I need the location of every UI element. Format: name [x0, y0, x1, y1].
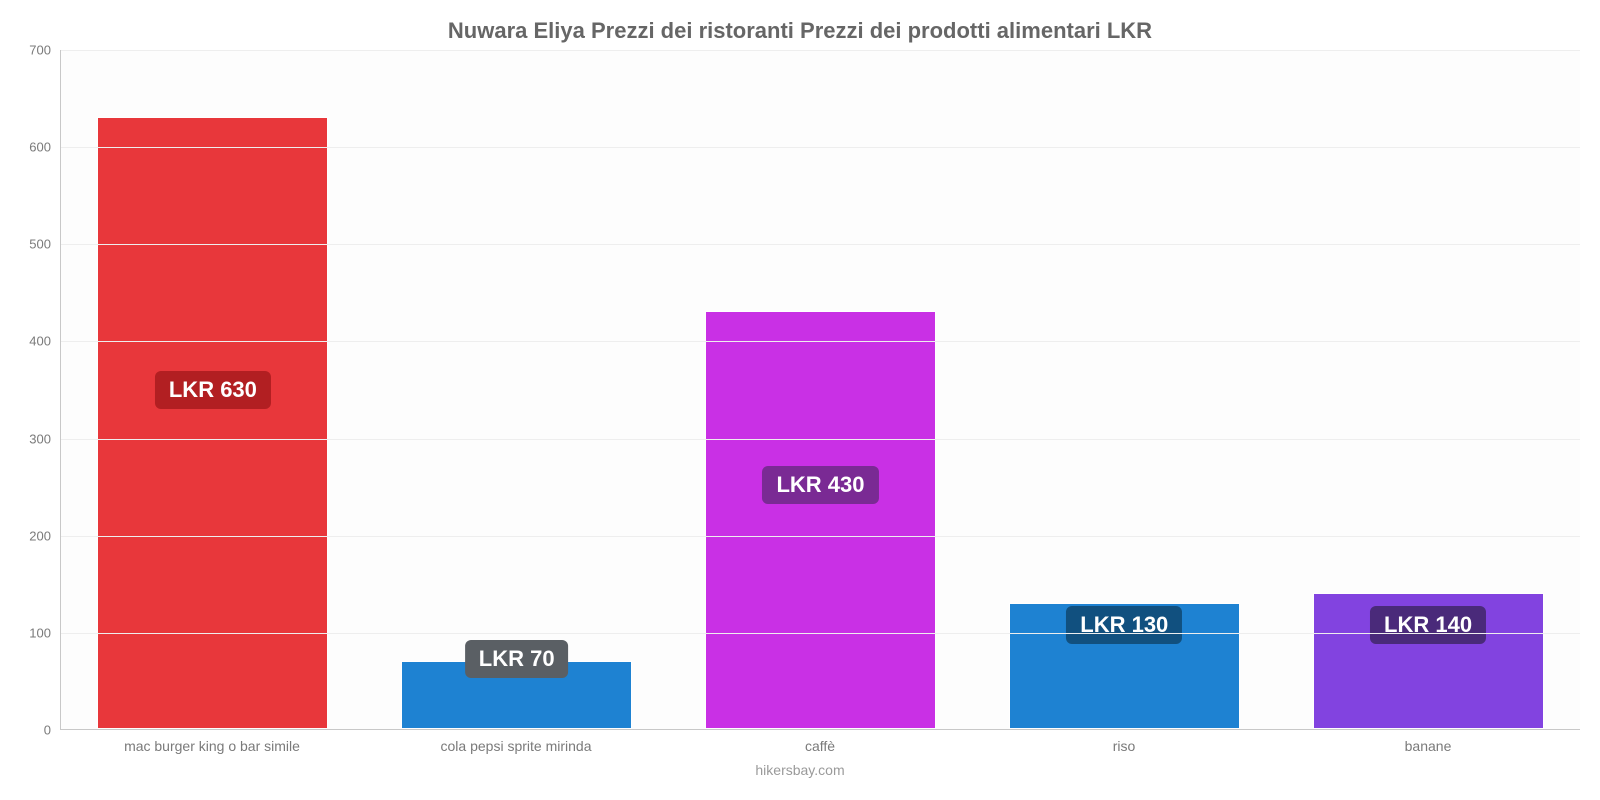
- grid-line: [61, 147, 1580, 148]
- bar-slot: LKR 630: [61, 50, 365, 729]
- price-bar-chart: Nuwara Eliya Prezzi dei ristoranti Prezz…: [0, 0, 1600, 800]
- bar-slot: LKR 140: [1276, 50, 1580, 729]
- grid-line: [61, 341, 1580, 342]
- chart-footer: hikersbay.com: [0, 762, 1600, 778]
- bar-slot: LKR 70: [365, 50, 669, 729]
- y-axis-tick: 200: [29, 528, 61, 543]
- bar-value-label: LKR 140: [1370, 606, 1486, 644]
- y-axis-tick: 600: [29, 140, 61, 155]
- bar-value-label: LKR 630: [155, 371, 271, 409]
- x-axis-labels: mac burger king o bar similecola pepsi s…: [60, 732, 1580, 754]
- bar-value-label: LKR 130: [1066, 606, 1182, 644]
- grid-line: [61, 50, 1580, 51]
- bar: [705, 311, 936, 729]
- x-axis-label: cola pepsi sprite mirinda: [364, 732, 668, 754]
- grid-line: [61, 633, 1580, 634]
- x-axis-label: banane: [1276, 732, 1580, 754]
- bar-slot: LKR 130: [972, 50, 1276, 729]
- y-axis-tick: 300: [29, 431, 61, 446]
- x-axis-label: caffè: [668, 732, 972, 754]
- y-axis-tick: 500: [29, 237, 61, 252]
- y-axis-tick: 0: [44, 723, 61, 738]
- y-axis-tick: 100: [29, 625, 61, 640]
- bar: [97, 117, 328, 729]
- chart-title: Nuwara Eliya Prezzi dei ristoranti Prezz…: [0, 0, 1600, 52]
- x-axis-label: riso: [972, 732, 1276, 754]
- y-axis-tick: 700: [29, 43, 61, 58]
- bar-value-label: LKR 430: [762, 466, 878, 504]
- y-axis-tick: 400: [29, 334, 61, 349]
- bar-value-label: LKR 70: [465, 640, 569, 678]
- bars-container: LKR 630 LKR 70 LKR 430 LKR 130 LKR 140: [61, 50, 1580, 729]
- grid-line: [61, 439, 1580, 440]
- grid-line: [61, 536, 1580, 537]
- bar-slot: LKR 430: [669, 50, 973, 729]
- grid-line: [61, 244, 1580, 245]
- x-axis-label: mac burger king o bar simile: [60, 732, 364, 754]
- plot-area: LKR 630LKR 70LKR 430LKR 130LKR 140 01002…: [60, 50, 1580, 730]
